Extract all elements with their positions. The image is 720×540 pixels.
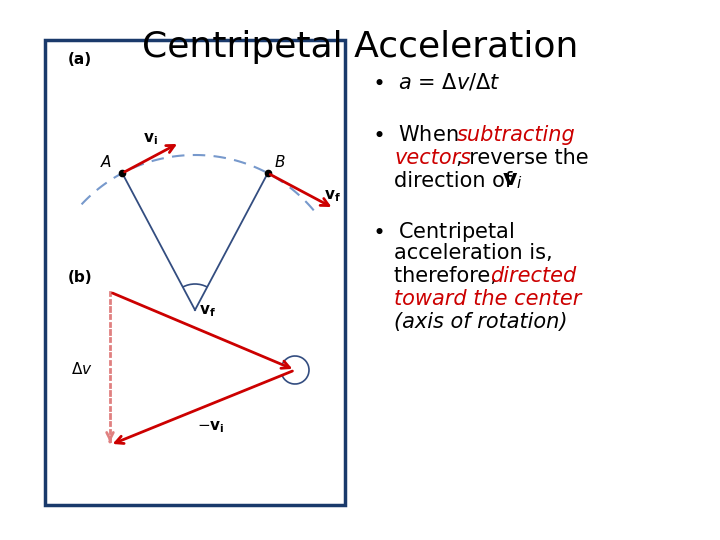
Text: Centripetal Acceleration: Centripetal Acceleration: [142, 30, 578, 64]
Text: vectors: vectors: [394, 148, 471, 168]
Text: $\Delta v$: $\Delta v$: [71, 361, 93, 376]
Text: subtracting: subtracting: [457, 125, 576, 145]
Text: $-\mathbf{v_i}$: $-\mathbf{v_i}$: [197, 420, 225, 435]
Text: direction of: direction of: [394, 171, 519, 191]
Text: , reverse the: , reverse the: [456, 148, 589, 168]
Text: $\bullet$  Centripetal: $\bullet$ Centripetal: [372, 220, 515, 244]
Text: directed: directed: [490, 266, 576, 286]
Text: $\mathbf{v_i}$: $\mathbf{v_i}$: [143, 132, 158, 147]
Text: acceleration is,: acceleration is,: [394, 243, 553, 263]
Text: therefore,: therefore,: [394, 266, 503, 286]
Text: $A$: $A$: [100, 154, 112, 170]
Text: $\mathbf{v_f}$: $\mathbf{v_f}$: [199, 303, 216, 319]
Text: $\bullet$  $a$ = $\Delta v/\Delta t$: $\bullet$ $a$ = $\Delta v/\Delta t$: [372, 72, 500, 93]
Text: $\mathbf{v_f}$: $\mathbf{v_f}$: [324, 188, 341, 204]
Bar: [45, 40, 345, 505]
Text: toward the center: toward the center: [394, 289, 581, 309]
Text: $\mathbf{v_{\it i}}$: $\mathbf{v_{\it i}}$: [502, 171, 523, 191]
Text: $\bullet$  When: $\bullet$ When: [372, 125, 460, 145]
Text: (a): (a): [68, 52, 92, 67]
Text: $B$: $B$: [274, 154, 285, 170]
Text: (b): (b): [68, 270, 93, 285]
Text: (axis of rotation): (axis of rotation): [394, 312, 567, 332]
